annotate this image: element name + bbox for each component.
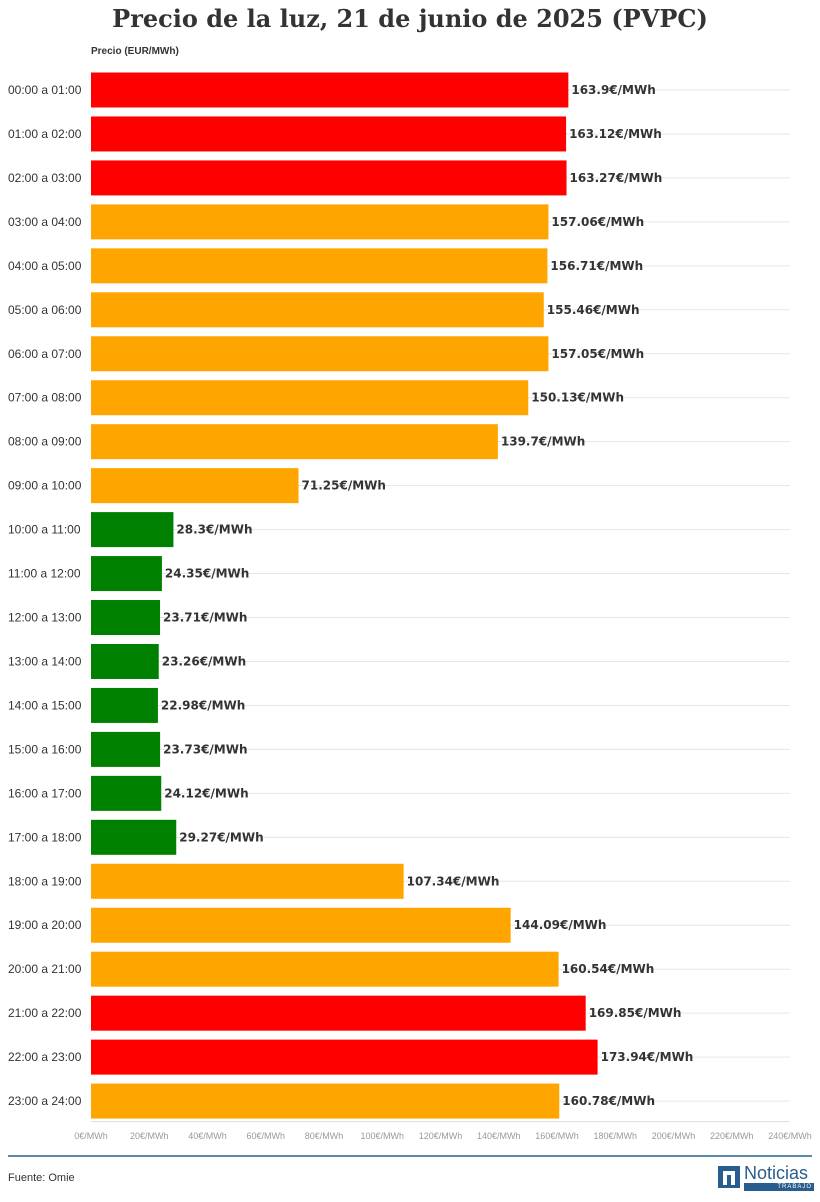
- category-label: 02:00 a 03:00: [8, 171, 82, 185]
- value-label: 157.06€/MWh: [551, 215, 644, 229]
- logo-mark-icon: [718, 1166, 740, 1188]
- value-label: 173.94€/MWh: [601, 1050, 694, 1064]
- category-label: 18:00 a 19:00: [8, 874, 82, 888]
- category-label: 05:00 a 06:00: [8, 303, 82, 317]
- category-label: 07:00 a 08:00: [8, 391, 82, 405]
- value-label: 28.3€/MWh: [176, 523, 252, 537]
- bar: [91, 204, 549, 240]
- bar: [91, 687, 158, 723]
- bar: [91, 600, 161, 636]
- category-label: 09:00 a 10:00: [8, 479, 82, 493]
- category-label: 03:00 a 04:00: [8, 215, 82, 229]
- category-label: 12:00 a 13:00: [8, 611, 82, 625]
- bar: [91, 995, 586, 1031]
- value-label: 160.54€/MWh: [562, 962, 655, 976]
- source-note: Fuente: Omie: [8, 1172, 75, 1184]
- bar: [91, 1039, 598, 1075]
- category-label: 23:00 a 24:00: [8, 1094, 82, 1108]
- value-label: 160.78€/MWh: [562, 1094, 655, 1108]
- category-label: 19:00 a 20:00: [8, 918, 82, 932]
- category-label: 15:00 a 16:00: [8, 742, 82, 756]
- category-label: 08:00 a 09:00: [8, 435, 82, 449]
- category-label: 13:00 a 14:00: [8, 654, 82, 668]
- bar: [91, 1083, 560, 1119]
- bar: [91, 380, 529, 416]
- value-label: 71.25€/MWh: [302, 479, 386, 493]
- value-label: 29.27€/MWh: [179, 830, 263, 844]
- bar: [91, 643, 159, 679]
- bars-group: [91, 72, 598, 1119]
- category-labels: 00:00 a 01:00 01:00 a 02:00 02:00 a 03:00 0…: [8, 83, 82, 1108]
- category-label: 14:00 a 15:00: [8, 698, 82, 712]
- x-tick-label: 60€/MWh: [246, 1131, 285, 1141]
- category-label: 17:00 a 18:00: [8, 830, 82, 844]
- bar: [91, 336, 549, 372]
- footer-divider: [8, 1155, 812, 1157]
- category-label: 10:00 a 11:00: [8, 523, 81, 537]
- category-label: 21:00 a 22:00: [8, 1006, 82, 1020]
- bar: [91, 468, 299, 504]
- x-tick-label: 180€/MWh: [593, 1131, 637, 1141]
- bar: [91, 775, 162, 811]
- value-label: 23.73€/MWh: [163, 742, 247, 756]
- logo-wordmark: Noticias: [744, 1163, 809, 1183]
- x-tick-label: 0€/MWh: [74, 1131, 108, 1141]
- brand-logo: Noticias TRABAJO: [718, 1163, 814, 1192]
- category-label: 16:00 a 17:00: [8, 786, 82, 800]
- category-label: 22:00 a 23:00: [8, 1050, 82, 1064]
- value-label: 139.7€/MWh: [501, 435, 585, 449]
- value-label: 157.05€/MWh: [551, 347, 644, 361]
- bar: [91, 819, 177, 855]
- bar: [91, 512, 174, 548]
- category-label: 20:00 a 21:00: [8, 962, 82, 976]
- x-tick-label: 20€/MWh: [130, 1131, 169, 1141]
- value-label: 163.9€/MWh: [571, 83, 655, 97]
- x-tick-label: 40€/MWh: [188, 1131, 227, 1141]
- value-labels: 163.9€/MWh 163.12€/MWh 163.27€/MWh 157.06€/…: [161, 83, 693, 1108]
- value-label: 156.71€/MWh: [550, 259, 643, 273]
- value-label: 163.12€/MWh: [569, 127, 662, 141]
- category-label: 11:00 a 12:00: [8, 567, 81, 581]
- bar: [91, 731, 161, 767]
- category-label: 00:00 a 01:00: [8, 83, 82, 97]
- bar: [91, 116, 567, 152]
- x-tick-labels: 0€/MWh 20€/MWh 40€/MWh 60€/MWh 80€/MWh 100€/M…: [74, 1131, 812, 1141]
- bar-chart: 00:00 a 01:00 01:00 a 02:00 02:00 a 03:00 0…: [8, 72, 812, 1141]
- value-label: 169.85€/MWh: [589, 1006, 682, 1020]
- logo-subtitle: TRABAJO: [744, 1183, 814, 1191]
- bar: [91, 292, 544, 328]
- value-label: 107.34€/MWh: [407, 874, 500, 888]
- bar: [91, 907, 511, 943]
- value-label: 144.09€/MWh: [514, 918, 607, 932]
- bar: [91, 248, 548, 284]
- value-label: 23.26€/MWh: [162, 654, 246, 668]
- category-label: 01:00 a 02:00: [8, 127, 82, 141]
- value-label: 23.71€/MWh: [163, 611, 247, 625]
- bar: [91, 951, 559, 987]
- value-label: 24.35€/MWh: [165, 567, 249, 581]
- x-tick-label: 120€/MWh: [419, 1131, 463, 1141]
- bar: [91, 424, 498, 460]
- bar: [91, 160, 567, 196]
- y-axis-label: Precio (EUR/MWh): [91, 46, 179, 57]
- x-tick-label: 220€/MWh: [710, 1131, 754, 1141]
- x-tick-label: 140€/MWh: [477, 1131, 521, 1141]
- bar: [91, 556, 162, 592]
- x-tick-label: 240€/MWh: [768, 1131, 812, 1141]
- value-label: 163.27€/MWh: [570, 171, 663, 185]
- bar: [91, 72, 569, 108]
- value-label: 22.98€/MWh: [161, 698, 245, 712]
- x-tick-label: 100€/MWh: [360, 1131, 404, 1141]
- category-label: 04:00 a 05:00: [8, 259, 82, 273]
- value-label: 155.46€/MWh: [547, 303, 640, 317]
- chart-title: Precio de la luz, 21 de junio de 2025 (P…: [112, 4, 708, 33]
- value-label: 24.12€/MWh: [164, 786, 248, 800]
- value-label: 150.13€/MWh: [531, 391, 624, 405]
- category-label: 06:00 a 07:00: [8, 347, 82, 361]
- x-tick-label: 200€/MWh: [652, 1131, 696, 1141]
- bar: [91, 863, 404, 899]
- x-tick-label: 80€/MWh: [305, 1131, 344, 1141]
- x-tick-label: 160€/MWh: [535, 1131, 579, 1141]
